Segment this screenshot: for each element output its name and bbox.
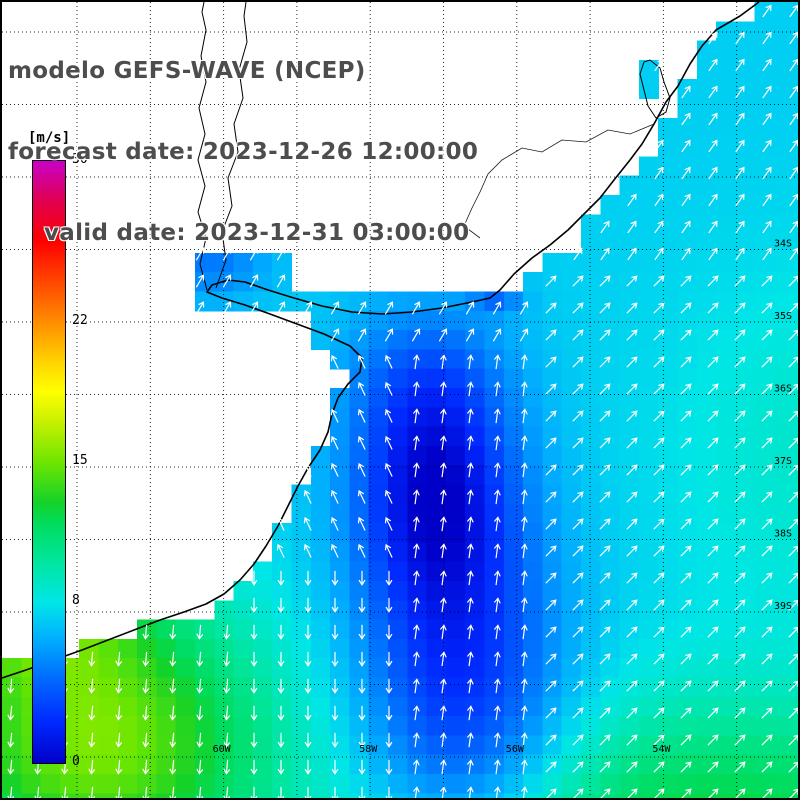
colorbar xyxy=(32,160,66,764)
colorbar-unit-label: [m/s] xyxy=(28,130,71,146)
svg-text:54W: 54W xyxy=(652,744,671,755)
country-borders xyxy=(463,123,655,239)
svg-text:37S: 37S xyxy=(774,456,792,467)
coastline xyxy=(2,2,760,679)
map-title-block: modelo GEFS-WAVE (NCEP) forecast date: 2… xyxy=(8,4,478,301)
colorbar-tick-30: 30 xyxy=(72,152,88,167)
model-name: modelo GEFS-WAVE (NCEP) xyxy=(8,58,366,84)
colorbar-tick-0: 0 xyxy=(72,754,80,769)
wind-arrows xyxy=(7,4,798,798)
rivers xyxy=(197,2,248,291)
colorbar-tick-22: 22 xyxy=(72,312,88,328)
svg-text:35S: 35S xyxy=(774,311,792,322)
colorbar-tick-15: 15 xyxy=(72,453,88,468)
svg-text:34S: 34S xyxy=(774,239,792,250)
lagoon-outline xyxy=(639,59,671,119)
svg-text:39S: 39S xyxy=(774,601,792,612)
svg-text:38S: 38S xyxy=(774,529,792,540)
colorbar-tick-8: 8 xyxy=(72,593,80,609)
svg-text:36S: 36S xyxy=(774,384,792,395)
lon-labels: 60W 58W 56W 54W xyxy=(213,744,672,755)
svg-text:56W: 56W xyxy=(506,744,525,755)
svg-text:58W: 58W xyxy=(359,744,378,755)
valid-date: valid date: 2023-12-31 03:00:00 xyxy=(44,220,470,246)
forecast-date: forecast date: 2023-12-26 12:00:00 xyxy=(8,139,479,165)
svg-text:60W: 60W xyxy=(213,744,232,755)
lat-labels: 34S 35S 36S 37S 38S 39S xyxy=(774,239,792,613)
